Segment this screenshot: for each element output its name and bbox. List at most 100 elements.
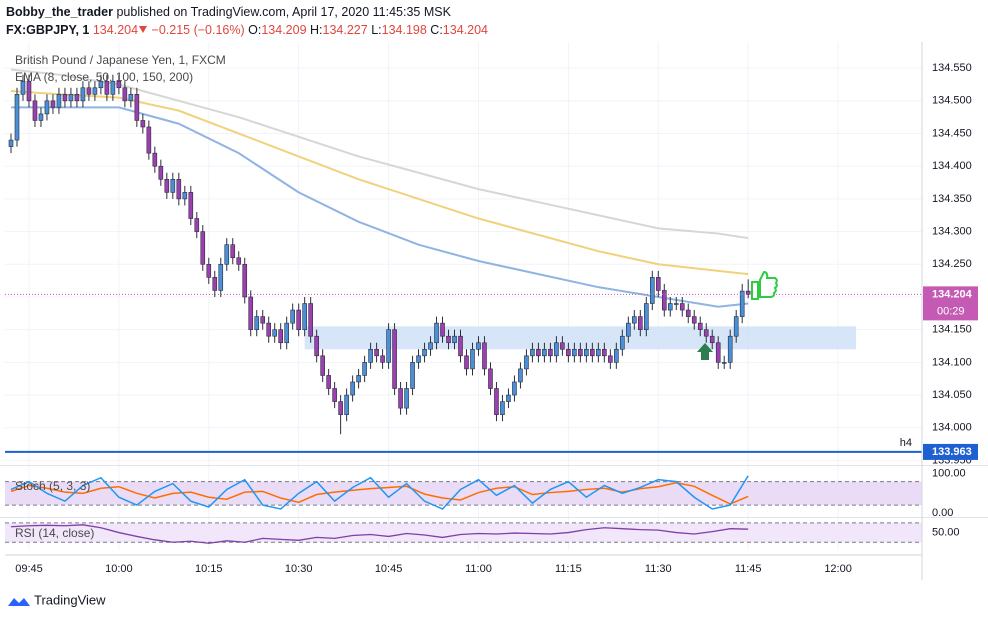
candle-body xyxy=(536,348,541,357)
high: 134.227 xyxy=(322,23,368,37)
candle-body xyxy=(638,316,643,330)
candle-body xyxy=(518,368,523,383)
candle-body xyxy=(230,244,236,259)
candle-body xyxy=(673,303,679,305)
candle-body xyxy=(80,87,86,102)
candle-body xyxy=(200,231,206,265)
candle-body xyxy=(703,329,709,337)
candle-body xyxy=(128,94,134,102)
candle-body xyxy=(338,401,343,415)
candle-body xyxy=(428,342,433,350)
candle-body xyxy=(721,362,727,364)
y-tick-label: 134.000 xyxy=(932,422,972,434)
h-label: H: xyxy=(310,23,323,37)
candle-body xyxy=(620,335,625,350)
candle-body xyxy=(212,277,218,291)
candle-body xyxy=(458,335,463,357)
close: 134.204 xyxy=(442,23,488,37)
candle-body xyxy=(32,100,38,121)
candle-body xyxy=(290,309,295,324)
candle-body xyxy=(404,388,409,409)
candle-body xyxy=(368,348,373,363)
candle-body xyxy=(500,401,505,415)
candle-body xyxy=(266,322,272,337)
candle-body xyxy=(380,355,385,363)
candle-body xyxy=(482,342,487,370)
stoch-tick-label: 0.00 xyxy=(932,507,953,519)
candle-body xyxy=(116,80,122,89)
candle-body xyxy=(715,342,721,363)
candle-body xyxy=(644,303,649,330)
candle-body xyxy=(709,335,715,344)
stoch-title: Stoch (5, 3, 3) xyxy=(15,479,90,493)
candle-body xyxy=(470,348,475,370)
y-tick-label: 134.450 xyxy=(932,127,972,139)
c-label: C: xyxy=(430,23,443,37)
candle-body xyxy=(140,120,146,128)
candle-body xyxy=(608,355,613,363)
candle-body xyxy=(164,178,170,193)
x-tick-label: 10:30 xyxy=(285,563,313,575)
last-price-label: 134.204 xyxy=(932,288,973,300)
candle-body xyxy=(320,355,325,376)
candle-body xyxy=(440,322,445,337)
author: Bobby_the_trader xyxy=(6,5,113,19)
candle-body xyxy=(416,355,421,363)
candle-body xyxy=(206,263,212,278)
candle-body xyxy=(86,87,92,95)
candle-body xyxy=(602,348,607,357)
x-tick-label: 10:15 xyxy=(195,563,223,575)
header: Bobby_the_trader published on TradingVie… xyxy=(6,3,488,39)
candle-body xyxy=(649,277,655,304)
candle-body xyxy=(56,94,62,108)
candle-body xyxy=(524,355,529,370)
candle-body xyxy=(92,87,98,95)
candle-body xyxy=(410,362,415,389)
stoch-k-line xyxy=(10,475,749,510)
candle-body xyxy=(614,348,619,363)
candle-body xyxy=(572,348,577,357)
candle-body xyxy=(362,362,367,376)
candle-body xyxy=(44,100,50,115)
candle-body xyxy=(578,348,583,357)
candle-body xyxy=(554,342,559,357)
chart-title: British Pound / Japanese Yen, 1, FXCM xyxy=(15,53,226,67)
candle-body xyxy=(188,192,194,219)
candle-body xyxy=(422,348,427,357)
candle-body xyxy=(679,303,685,311)
candle-body xyxy=(248,296,254,330)
rsi-tick-label: 50.00 xyxy=(932,526,960,538)
candle-body xyxy=(691,316,697,324)
candle-body xyxy=(38,113,44,121)
candle-body xyxy=(284,322,289,344)
y-tick-label: 134.350 xyxy=(932,193,972,205)
candle-body xyxy=(374,348,379,357)
candle-body xyxy=(566,348,571,357)
candle-body xyxy=(68,94,74,102)
y-tick-label: 134.500 xyxy=(932,95,972,107)
candle-body xyxy=(506,394,511,402)
x-tick-label: 09:45 xyxy=(15,563,43,575)
candle-body xyxy=(20,80,26,95)
candle-body xyxy=(104,80,110,95)
open: 134.209 xyxy=(261,23,307,37)
candle-body xyxy=(182,192,188,200)
candle-body xyxy=(14,94,20,141)
candle-body xyxy=(332,388,337,402)
plot: h4 xyxy=(0,42,988,550)
ema-line xyxy=(10,68,749,240)
candle-body xyxy=(434,322,439,344)
change: −0.215 (−0.16%) xyxy=(151,23,245,37)
candle-body xyxy=(302,303,307,330)
rsi-title: RSI (14, close) xyxy=(15,526,94,540)
down-arrow xyxy=(139,26,148,33)
symbol-line: FX:GBPJPY, 1 134.204 −0.215 (−0.16%) O:1… xyxy=(6,21,488,39)
candle-body xyxy=(62,94,68,102)
candle-body xyxy=(236,257,242,265)
candle-body xyxy=(344,394,349,415)
candle-body xyxy=(272,329,278,337)
candle-body xyxy=(242,263,248,298)
candle-body xyxy=(661,290,667,311)
